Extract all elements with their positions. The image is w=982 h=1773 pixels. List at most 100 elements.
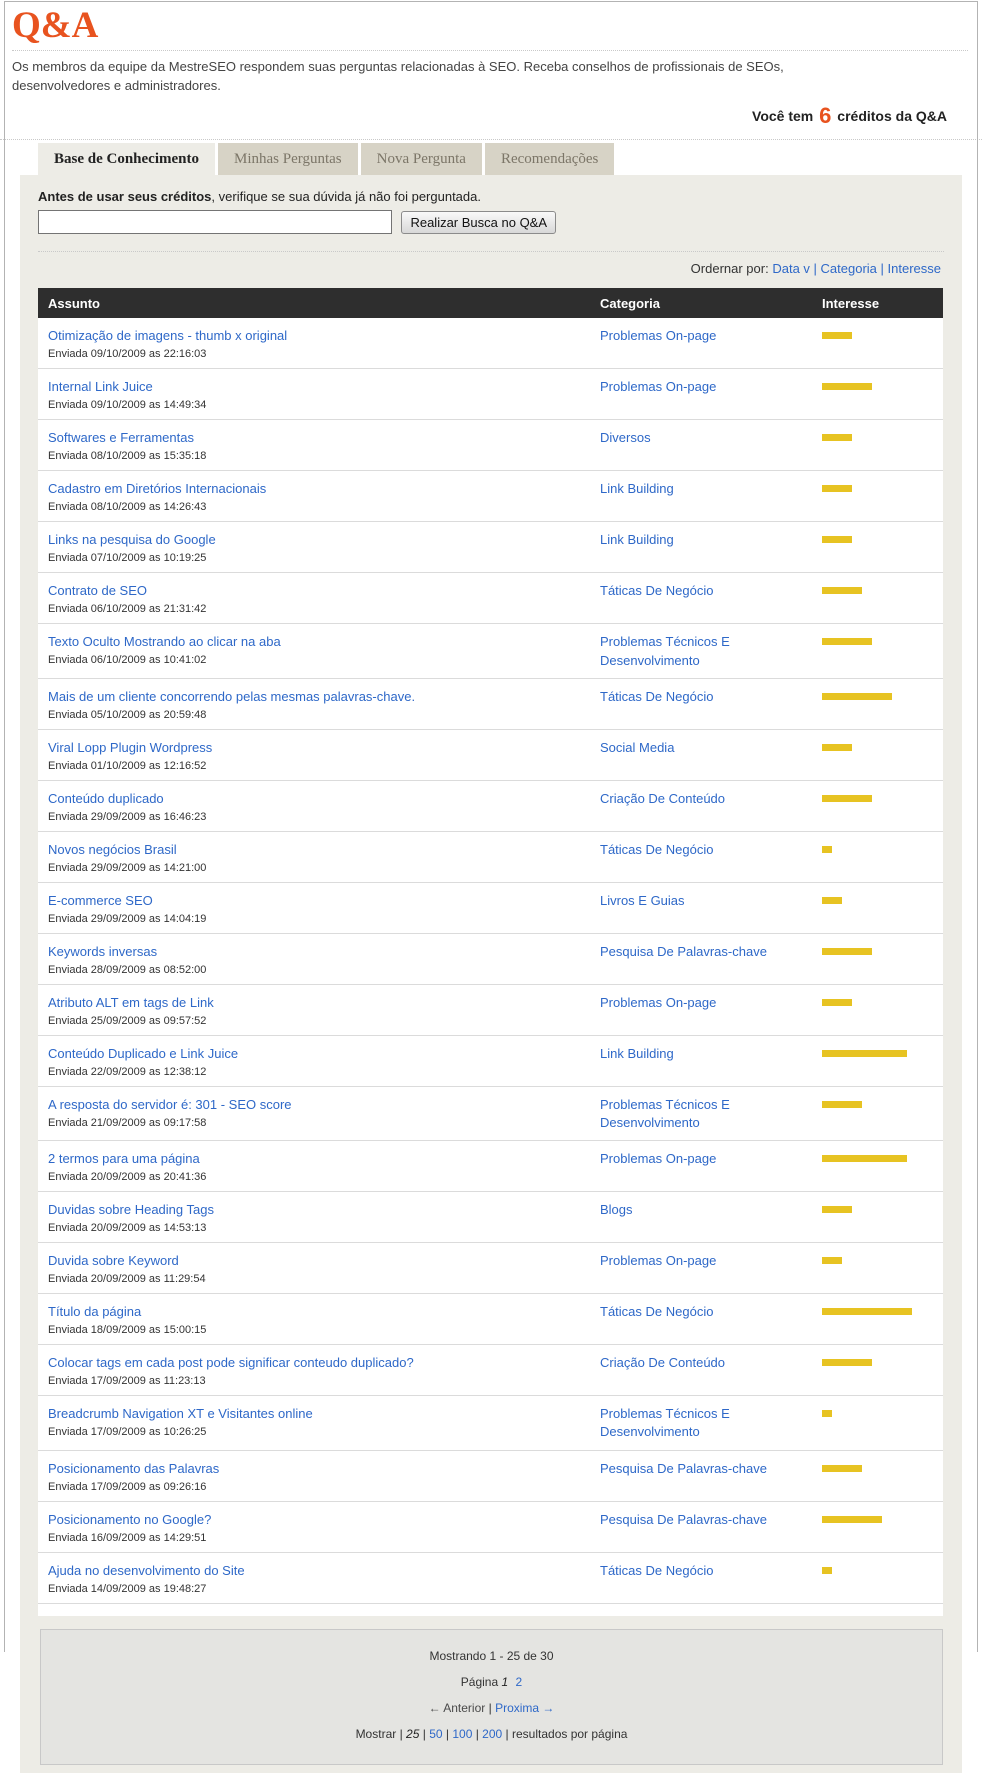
question-title-link[interactable]: E-commerce SEO: [48, 892, 153, 908]
category-link[interactable]: Problemas Técnicos E Desenvolvimento: [600, 634, 730, 668]
table-row: Colocar tags em cada post pode significa…: [38, 1345, 943, 1397]
table-row: Texto Oculto Mostrando ao clicar na aba …: [38, 624, 943, 679]
question-title-link[interactable]: Texto Oculto Mostrando ao clicar na aba: [48, 634, 281, 650]
category-cell: Problemas On-page: [600, 994, 822, 1027]
table-row: Duvida sobre Keyword Enviada 20/09/2009 …: [38, 1243, 943, 1295]
interest-cell: [822, 1045, 943, 1078]
question-cell: Atributo ALT em tags de Link Enviada 25/…: [38, 994, 600, 1027]
category-link[interactable]: Pesquisa De Palavras-chave: [600, 1460, 767, 1476]
question-title-link[interactable]: Breadcrumb Navigation XT e Visitantes on…: [48, 1406, 313, 1422]
question-title-link[interactable]: Mais de um cliente concorrendo pelas mes…: [48, 688, 416, 704]
credits-line: Você tem 6 créditos da Q&A: [12, 103, 968, 129]
category-link[interactable]: Blogs: [600, 1202, 633, 1218]
category-link[interactable]: Criação De Conteúdo: [600, 1355, 726, 1371]
sort-link-data-v[interactable]: Data v: [772, 261, 810, 277]
column-header-assunto: Assunto: [48, 295, 100, 311]
category-link[interactable]: Táticas De Negócio: [600, 1304, 714, 1320]
page-size-link-200[interactable]: 200: [482, 1726, 503, 1741]
category-link[interactable]: Livros E Guias: [600, 892, 685, 908]
question-cell: Duvida sobre Keyword Enviada 20/09/2009 …: [38, 1252, 600, 1285]
interest-bar: [822, 692, 892, 700]
interest-bar: [822, 1464, 862, 1472]
question-title-link[interactable]: Posicionamento no Google?: [48, 1511, 212, 1527]
title-divider: [12, 49, 968, 51]
question-title-link[interactable]: Keywords inversas: [48, 943, 158, 959]
credits-suffix: créditos da Q&A: [837, 108, 947, 125]
question-title-link[interactable]: Novos negócios Brasil: [48, 841, 177, 857]
search-button[interactable]: Realizar Busca no Q&A: [401, 210, 557, 234]
table-row: Atributo ALT em tags de Link Enviada 25/…: [38, 984, 943, 1036]
category-link[interactable]: Link Building: [600, 532, 674, 548]
question-cell: Título da página Enviada 18/09/2009 as 1…: [38, 1303, 600, 1336]
category-link[interactable]: Problemas Técnicos E Desenvolvimento: [600, 1096, 730, 1130]
category-link[interactable]: Social Media: [600, 739, 675, 755]
question-title-link[interactable]: A resposta do servidor é: 301 - SEO scor…: [48, 1096, 292, 1112]
interest-bar: [822, 383, 872, 391]
tab-base-de-conhecimento[interactable]: Base de Conhecimento: [38, 143, 215, 176]
category-link[interactable]: Pesquisa De Palavras-chave: [600, 1511, 767, 1527]
interest-bar: [822, 485, 852, 493]
question-title-link[interactable]: Cadastro em Diretórios Internacionais: [48, 481, 267, 497]
category-link[interactable]: Táticas De Negócio: [600, 841, 714, 857]
category-link[interactable]: Problemas On-page: [600, 379, 717, 395]
category-link[interactable]: Táticas De Negócio: [600, 688, 714, 704]
category-link[interactable]: Link Building: [600, 481, 674, 497]
question-title-link[interactable]: Softwares e Ferramentas: [48, 430, 194, 446]
category-link[interactable]: Táticas De Negócio: [600, 583, 714, 599]
question-title-link[interactable]: Conteúdo duplicado: [48, 790, 164, 806]
tab-recomenda-es[interactable]: Recomendações: [484, 143, 615, 176]
question-title-link[interactable]: Título da página: [48, 1304, 142, 1320]
interest-bar: [822, 896, 842, 904]
question-title-link[interactable]: Otimização de imagens - thumb x original: [48, 328, 288, 344]
category-link[interactable]: Problemas On-page: [600, 1151, 717, 1167]
tab-nova-pergunta[interactable]: Nova Pergunta: [360, 143, 482, 176]
category-cell: Problemas On-page: [600, 1150, 822, 1183]
interest-cell: [822, 892, 943, 925]
sort-separator: |: [876, 261, 888, 277]
interest-cell: [822, 1460, 943, 1493]
page-size-link-50[interactable]: 50: [429, 1726, 443, 1741]
question-title-link[interactable]: Duvidas sobre Heading Tags: [48, 1202, 214, 1218]
sort-link-categoria[interactable]: Categoria: [820, 261, 877, 277]
interest-bar: [822, 536, 852, 544]
table-row: Links na pesquisa do Google Enviada 07/1…: [38, 522, 943, 574]
question-title-link[interactable]: Duvida sobre Keyword: [48, 1253, 179, 1269]
prev-page-link[interactable]: ← Anterior: [428, 1700, 486, 1715]
category-cell: Táticas De Negócio: [600, 582, 822, 615]
category-link[interactable]: Criação De Conteúdo: [600, 790, 726, 806]
page-size-link-100[interactable]: 100: [452, 1726, 473, 1741]
next-page-link[interactable]: Proxima →: [495, 1700, 555, 1715]
question-date: Enviada 17/09/2009 as 10:26:25: [48, 1426, 207, 1439]
question-title-link[interactable]: Conteúdo Duplicado e Link Juice: [48, 1045, 239, 1061]
question-title-link[interactable]: Colocar tags em cada post pode significa…: [48, 1355, 414, 1371]
category-link[interactable]: Diversos: [600, 430, 651, 446]
page-description: Os membros da equipe da MestreSEO respon…: [12, 58, 784, 93]
page-link-2[interactable]: 2: [515, 1674, 523, 1689]
search-divider: [38, 251, 944, 253]
category-link[interactable]: Pesquisa De Palavras-chave: [600, 943, 767, 959]
category-link[interactable]: Problemas Técnicos E Desenvolvimento: [600, 1406, 730, 1440]
category-link[interactable]: Link Building: [600, 1045, 674, 1061]
table-row: Conteúdo Duplicado e Link Juice Enviada …: [38, 1035, 943, 1087]
question-title-link[interactable]: 2 termos para uma página: [48, 1151, 200, 1167]
category-link[interactable]: Problemas On-page: [600, 1253, 717, 1269]
search-input[interactable]: [38, 210, 392, 235]
question-title-link[interactable]: Contrato de SEO: [48, 583, 147, 599]
table-row: E-commerce SEO Enviada 29/09/2009 as 14:…: [38, 882, 943, 934]
question-title-link[interactable]: Links na pesquisa do Google: [48, 532, 216, 548]
question-title-link[interactable]: Posicionamento das Palavras: [48, 1460, 220, 1476]
question-title-link[interactable]: Internal Link Juice: [48, 379, 153, 395]
category-link[interactable]: Problemas On-page: [600, 328, 717, 344]
question-date: Enviada 25/09/2009 as 09:57:52: [48, 1014, 207, 1027]
question-title-link[interactable]: Atributo ALT em tags de Link: [48, 994, 214, 1010]
category-link[interactable]: Problemas On-page: [600, 994, 717, 1010]
question-title-link[interactable]: Ajuda no desenvolvimento do Site: [48, 1562, 245, 1578]
category-link[interactable]: Táticas De Negócio: [600, 1562, 714, 1578]
sort-link-interesse[interactable]: Interesse: [887, 261, 941, 277]
question-title-link[interactable]: Viral Lopp Plugin Wordpress: [48, 739, 213, 755]
table-header-row: Assunto Categoria Interesse: [38, 288, 943, 319]
interest-bar: [822, 1515, 882, 1523]
table-row: Novos negócios Brasil Enviada 29/09/2009…: [38, 831, 943, 883]
pagination-box: Mostrando 1 - 25 de 30 Página 1 2 ← Ante…: [40, 1628, 943, 1765]
tab-minhas-perguntas[interactable]: Minhas Perguntas: [218, 143, 358, 176]
